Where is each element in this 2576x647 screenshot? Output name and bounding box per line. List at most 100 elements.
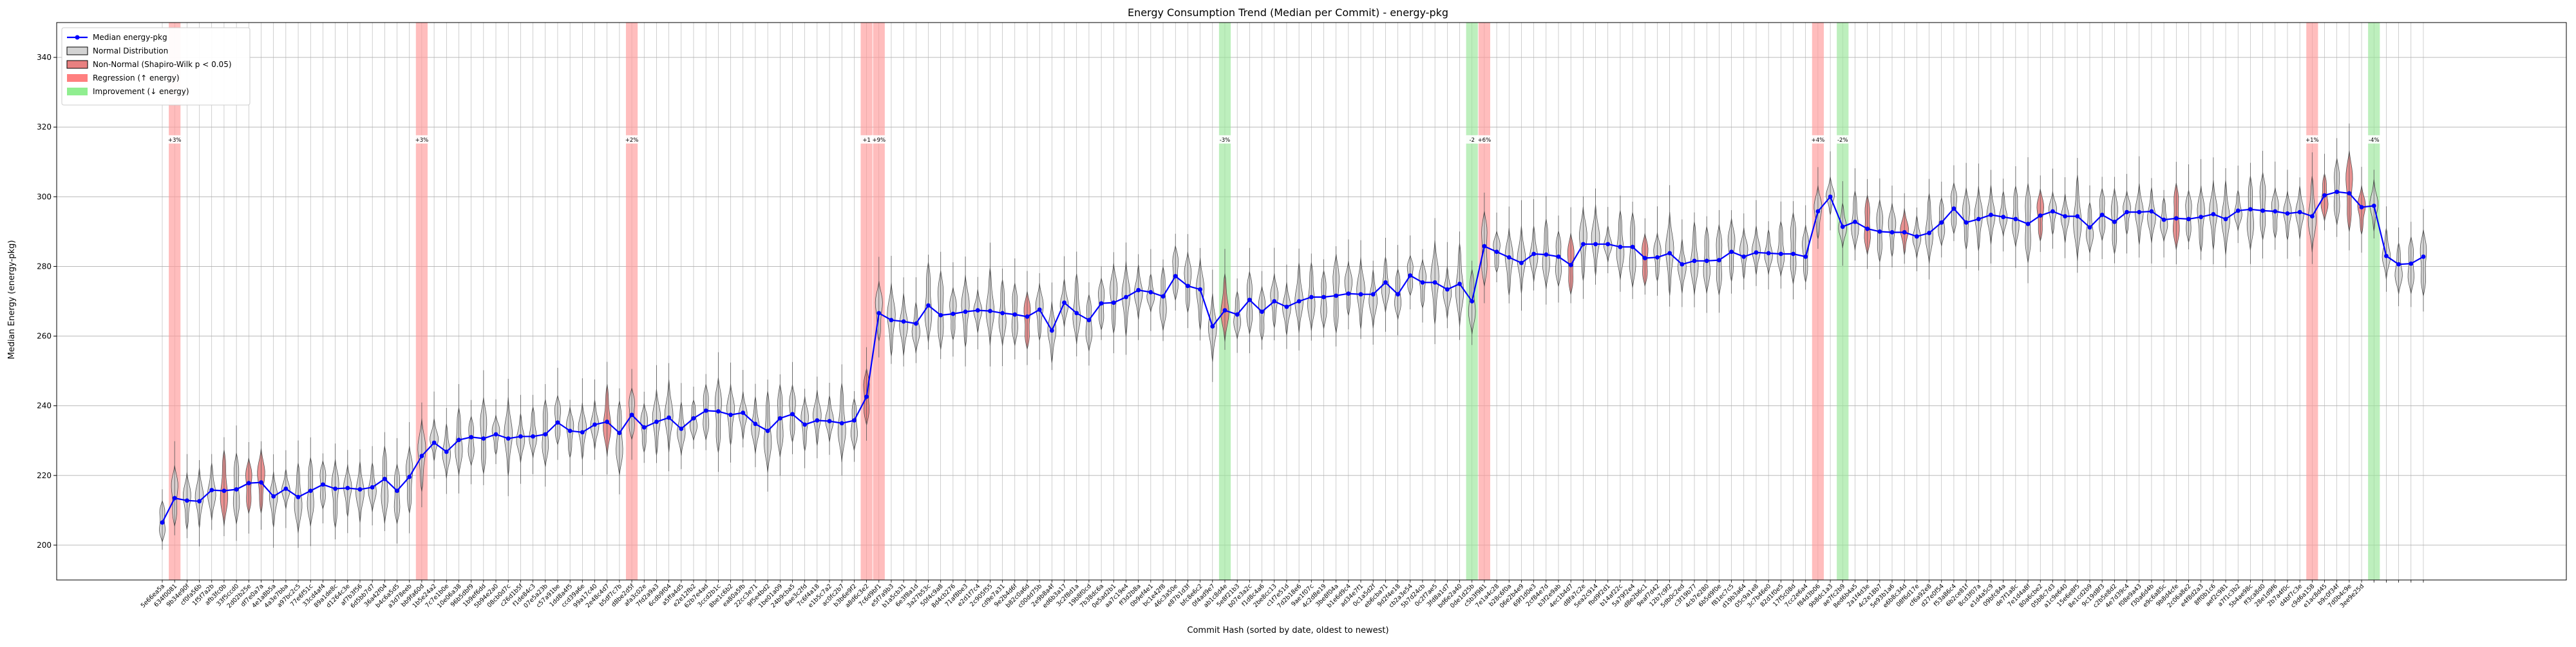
median-point xyxy=(2087,225,2092,230)
change-label-background xyxy=(624,135,640,144)
median-point xyxy=(506,436,511,441)
legend-box xyxy=(61,27,251,106)
median-point xyxy=(1173,274,1178,278)
legend-nonnormal-swatch xyxy=(66,60,88,69)
change-label: +2% xyxy=(625,137,639,144)
median-point xyxy=(926,303,931,308)
median-point xyxy=(1321,295,1326,300)
legend-label: Improvement (↓ energy) xyxy=(93,87,189,96)
median-point xyxy=(2285,211,2290,216)
y-tick-label: 260 xyxy=(37,332,52,341)
median-point xyxy=(395,488,399,493)
median-point xyxy=(1062,300,1066,305)
median-point xyxy=(2371,203,2376,208)
median-point xyxy=(1593,242,1598,247)
median-point xyxy=(1914,234,1919,239)
median-point xyxy=(1964,220,1969,225)
median-point xyxy=(2273,209,2278,214)
median-point xyxy=(1457,282,1462,286)
median-point xyxy=(703,408,708,413)
change-label-background xyxy=(1810,135,1826,144)
median-point xyxy=(667,415,672,420)
median-point xyxy=(2235,208,2240,213)
median-point xyxy=(839,421,844,426)
median-point xyxy=(1049,328,1054,333)
median-point xyxy=(1012,312,1018,317)
median-point xyxy=(2322,193,2327,198)
median-point xyxy=(2001,215,2006,220)
median-point xyxy=(592,422,597,427)
median-point xyxy=(1370,292,1376,297)
change-label-background xyxy=(413,135,430,144)
median-point xyxy=(1865,226,1870,231)
median-point xyxy=(988,309,992,314)
median-point xyxy=(1519,260,1524,266)
median-point xyxy=(2359,205,2364,209)
y-axis-label: Median Energy (energy-pkg) xyxy=(7,240,17,360)
median-point xyxy=(605,420,610,424)
median-point xyxy=(715,409,721,414)
median-point xyxy=(2211,211,2216,217)
median-point xyxy=(2248,207,2253,212)
median-point xyxy=(518,434,523,439)
median-point xyxy=(1160,294,1166,299)
median-point xyxy=(1396,292,1400,297)
median-point xyxy=(2161,217,2166,222)
change-label-background xyxy=(871,135,887,144)
median-point xyxy=(617,430,622,436)
median-point xyxy=(1136,287,1141,293)
median-point xyxy=(1828,194,1833,199)
median-point xyxy=(1222,308,1227,313)
change-label: +6% xyxy=(1478,137,1492,144)
median-point xyxy=(431,440,437,445)
change-label: +3% xyxy=(415,137,429,144)
change-label-background xyxy=(1464,135,1480,144)
x-axis-label: Commit Hash (sorted by date, oldest to n… xyxy=(1187,626,1388,635)
median-point xyxy=(246,481,251,486)
median-point xyxy=(1124,295,1128,300)
median-point xyxy=(951,311,956,316)
median-point xyxy=(790,412,795,417)
median-point xyxy=(1630,244,1635,249)
change-label-background xyxy=(858,135,875,144)
median-point xyxy=(469,434,474,439)
median-point xyxy=(1432,280,1437,285)
median-point xyxy=(259,480,263,485)
chart-title: Energy Consumption Trend (Median per Com… xyxy=(1128,6,1448,19)
median-point xyxy=(777,416,782,421)
median-point xyxy=(1927,231,1931,235)
median-point xyxy=(2099,213,2105,217)
median-point xyxy=(1260,309,1264,314)
median-point xyxy=(1889,230,1895,235)
median-point xyxy=(1506,255,1511,260)
median-point xyxy=(172,496,177,501)
legend-label: Regression (↑ energy) xyxy=(93,73,180,82)
median-point xyxy=(913,321,918,326)
median-point xyxy=(1099,301,1104,306)
median-point xyxy=(580,430,585,435)
median-point xyxy=(1568,262,1573,267)
median-point xyxy=(1951,206,1956,211)
median-point xyxy=(345,485,350,490)
y-tick-label: 320 xyxy=(37,122,52,131)
median-point xyxy=(2384,253,2389,258)
median-line-layer xyxy=(160,189,2426,525)
change-label: +1 xyxy=(862,137,871,144)
median-point xyxy=(753,421,758,427)
median-point xyxy=(1704,258,1709,264)
change-label-background xyxy=(1835,135,1851,144)
median-point xyxy=(1717,258,1721,263)
median-point xyxy=(382,476,387,481)
legend-label: Non-Normal (Shapiro-Wilk p < 0.05) xyxy=(93,60,232,69)
median-point xyxy=(1556,254,1561,259)
median-point xyxy=(938,313,943,318)
median-point xyxy=(1544,252,1549,257)
median-point xyxy=(1235,312,1240,317)
median-point xyxy=(2174,216,2179,221)
median-point xyxy=(2125,209,2129,215)
median-point xyxy=(222,488,227,493)
median-point xyxy=(1198,287,1203,292)
median-point xyxy=(1482,244,1487,249)
median-point xyxy=(889,318,894,323)
